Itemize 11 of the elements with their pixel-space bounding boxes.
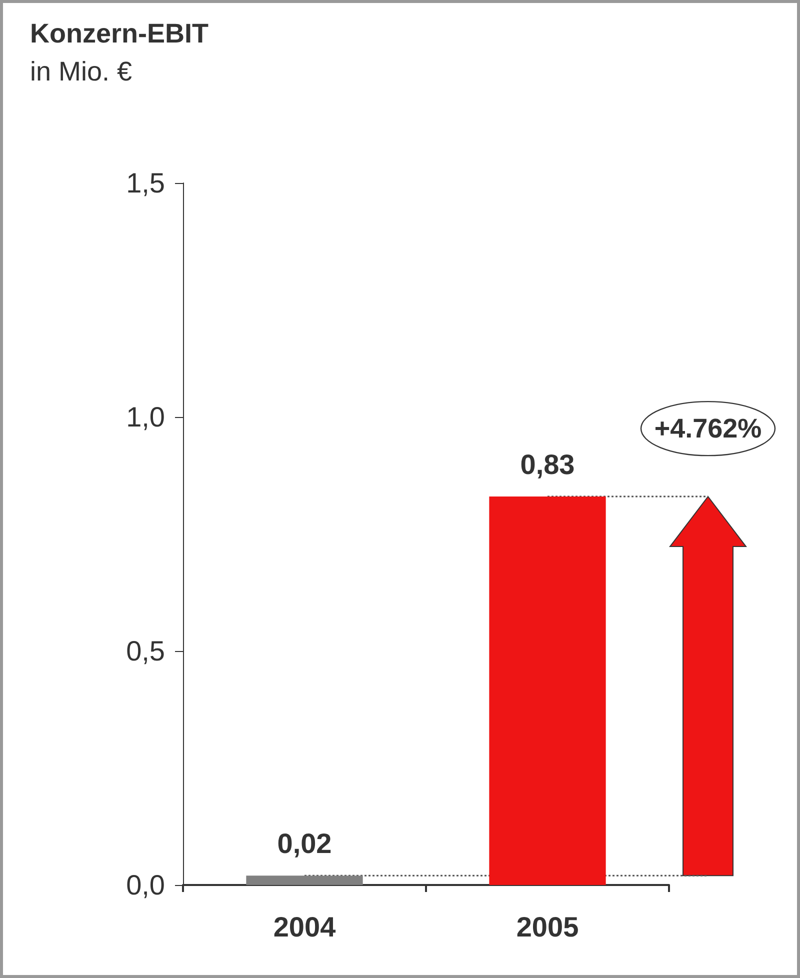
data-label: 0,02 xyxy=(277,828,332,860)
y-tick-label: 1,5 xyxy=(126,168,165,198)
y-tick-label: 0,5 xyxy=(126,636,165,666)
y-tick-label: 1,0 xyxy=(126,402,165,432)
x-tick-label: 2004 xyxy=(273,912,336,942)
chart-title: Konzern-EBIT xyxy=(30,18,209,48)
data-label: 0,83 xyxy=(520,449,575,480)
chart-subtitle: in Mio. € xyxy=(30,56,132,86)
y-tick-label: 0,0 xyxy=(126,870,165,900)
annotation: +4.762% xyxy=(654,414,762,444)
x-tick-label: 2005 xyxy=(516,912,579,942)
